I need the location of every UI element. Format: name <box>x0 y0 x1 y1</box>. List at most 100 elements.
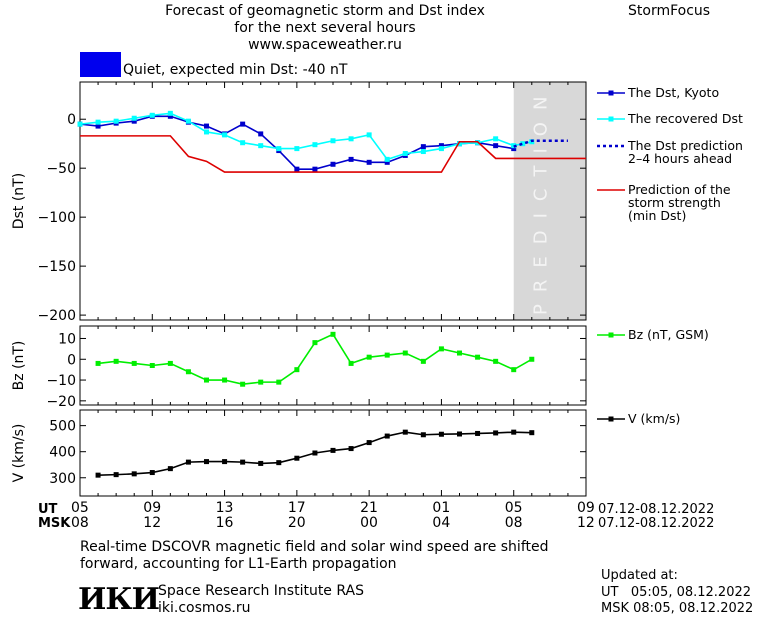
data-point <box>420 144 426 150</box>
ut-date-range: 07.12-08.12.2022 <box>598 502 715 517</box>
time-tick-label: 05 <box>504 500 523 516</box>
prediction-band-label: PREDICTION <box>531 85 552 315</box>
data-point <box>222 377 228 383</box>
legend-marker <box>608 116 614 122</box>
legend-marker <box>608 332 614 338</box>
updated-msk: MSK 08:05, 08.12.2022 <box>601 601 754 616</box>
data-point <box>402 350 408 356</box>
time-tick-label: 20 <box>287 515 306 531</box>
data-point <box>330 138 336 144</box>
site-url[interactable]: www.spaceweather.ru <box>248 37 402 53</box>
data-point <box>330 161 336 167</box>
time-tick-label: 16 <box>215 515 234 531</box>
data-point <box>294 455 300 461</box>
chart-panel-frame <box>79 81 587 321</box>
data-point <box>204 123 209 129</box>
time-tick-label: 13 <box>215 500 234 516</box>
data-point <box>366 159 372 165</box>
data-point <box>511 146 517 152</box>
data-point <box>384 156 390 162</box>
time-tick-label: 12 <box>143 515 162 531</box>
time-tick-label: 21 <box>360 500 378 516</box>
data-point <box>493 430 499 436</box>
time-tick-label: 08 <box>504 515 523 531</box>
prediction-band <box>513 82 586 320</box>
data-point <box>438 143 444 149</box>
y-tick-label: −50 <box>46 161 76 177</box>
data-point <box>475 430 481 436</box>
data-point <box>348 156 354 162</box>
data-point <box>95 360 101 366</box>
data-point <box>312 340 318 346</box>
data-point <box>348 446 354 452</box>
data-point <box>95 119 101 125</box>
data-point <box>222 132 228 138</box>
legend-label: (min Dst) <box>628 208 686 223</box>
data-point <box>131 118 137 124</box>
data-point <box>438 146 444 152</box>
y-axis-label: Bz (nT) <box>11 341 27 391</box>
time-tick-label: 00 <box>360 515 378 531</box>
data-point <box>222 459 228 465</box>
data-point <box>95 123 101 129</box>
data-point <box>529 430 535 436</box>
data-point <box>113 358 119 364</box>
data-point <box>77 121 83 127</box>
legend-label: The Dst prediction <box>627 138 743 153</box>
institute-url[interactable]: iki.cosmos.ru <box>158 600 251 616</box>
data-point <box>149 112 155 118</box>
series-line <box>80 135 586 173</box>
data-point <box>113 118 119 124</box>
y-tick-label: −100 <box>38 210 76 226</box>
data-point <box>276 379 282 385</box>
iki-logo: ИКИ <box>78 582 160 617</box>
data-point <box>420 358 426 364</box>
time-tick-label: 09 <box>577 500 595 516</box>
data-point <box>167 360 173 366</box>
data-point <box>520 141 526 147</box>
data-point <box>204 129 209 135</box>
msk-date-range: 07.12-08.12.2022 <box>598 516 715 531</box>
data-point <box>312 166 318 172</box>
updated-label: Updated at: <box>601 568 678 583</box>
y-tick-label: 0 <box>67 352 76 368</box>
data-point <box>240 140 246 146</box>
data-point <box>294 166 300 172</box>
data-point <box>95 472 101 478</box>
legend-label: Bz (nT, GSM) <box>628 327 709 342</box>
data-point <box>149 470 155 476</box>
y-tick-label: 500 <box>49 419 76 435</box>
y-tick-label: −150 <box>38 259 76 275</box>
data-point <box>384 352 390 358</box>
status-text: Quiet, expected min Dst: -40 nT <box>123 62 348 78</box>
data-point <box>384 433 390 439</box>
data-point <box>402 150 408 156</box>
time-tick-label: 01 <box>432 500 451 516</box>
data-point <box>330 447 336 453</box>
data-point <box>113 472 119 478</box>
legend-marker <box>608 416 614 422</box>
data-point <box>420 149 426 155</box>
data-point <box>149 363 155 368</box>
legend-label: 2–4 hours ahead <box>628 151 732 166</box>
ut-axis-label: UT <box>38 502 58 517</box>
y-tick-label: −10 <box>46 373 76 389</box>
data-point <box>276 146 282 152</box>
data-point <box>493 143 499 149</box>
data-point <box>402 429 408 435</box>
legend-label: Prediction of the <box>628 182 731 197</box>
chart-title-line2: for the next several hours <box>234 20 416 36</box>
data-point <box>475 354 481 360</box>
y-axis-label: Dst (nT) <box>11 173 27 229</box>
data-point <box>312 450 318 456</box>
y-tick-label: −20 <box>46 394 76 410</box>
msk-axis-label: MSK <box>38 516 71 531</box>
data-point <box>240 459 246 465</box>
data-point <box>204 459 209 465</box>
data-point <box>457 141 462 147</box>
footer-note-line1: Real-time DSCOVR magnetic field and sola… <box>80 539 549 555</box>
data-point <box>240 121 246 127</box>
data-point <box>167 113 173 119</box>
data-point <box>457 350 462 356</box>
